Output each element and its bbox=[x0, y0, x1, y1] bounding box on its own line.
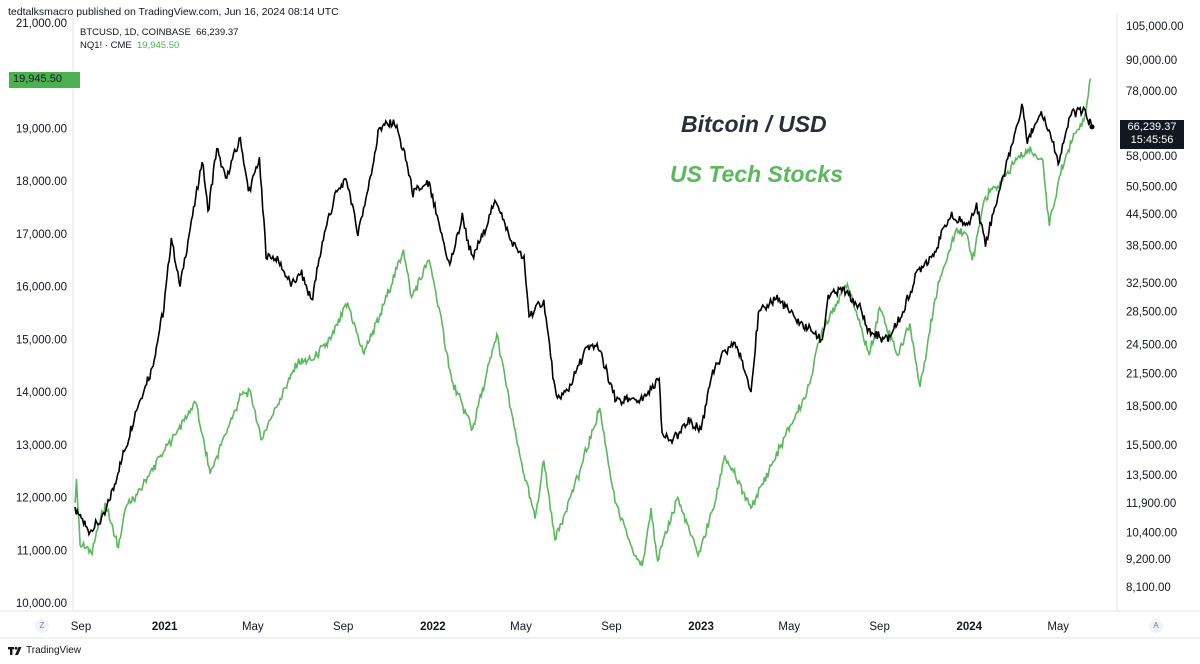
time-tick-label: Sep bbox=[71, 621, 91, 633]
left-tick-label: 19,000.00 bbox=[16, 123, 67, 135]
nq-series-line bbox=[74, 78, 1092, 567]
right-tick-label: 24,500.00 bbox=[1126, 340, 1177, 352]
legend-nq[interactable]: NQ1! · CME 19,945.50 bbox=[80, 40, 179, 51]
legend-nq-value: 19,945.50 bbox=[137, 40, 180, 51]
time-tick-label: May bbox=[778, 621, 800, 633]
auto-scale-left-button[interactable]: Z bbox=[35, 619, 49, 633]
time-tick-label: Sep bbox=[333, 621, 353, 633]
right-tick-label: 18,500.00 bbox=[1126, 401, 1177, 413]
left-tick-label: 14,000.00 bbox=[16, 387, 67, 399]
time-tick-label: 2022 bbox=[420, 621, 446, 633]
left-tick-label: 10,000.00 bbox=[16, 598, 67, 610]
time-tick-label: 2021 bbox=[152, 621, 178, 633]
right-tick-label: 9,200.00 bbox=[1126, 554, 1171, 566]
tradingview-logo-icon bbox=[8, 646, 22, 655]
footer-brand[interactable]: TradingView bbox=[8, 645, 81, 656]
right-tick-label: 11,900.00 bbox=[1126, 498, 1176, 510]
left-tick-label: 17,000.00 bbox=[16, 229, 67, 241]
time-tick-label: 2024 bbox=[956, 621, 982, 633]
time-tick-label: May bbox=[242, 621, 264, 633]
right-tick-label: 50,500.00 bbox=[1126, 181, 1177, 193]
btc-last-point bbox=[1089, 124, 1095, 130]
right-tick-label: 105,000.00 bbox=[1126, 21, 1184, 33]
btc-badge-value: 66,239.37 bbox=[1127, 121, 1177, 133]
right-tick-label: 32,500.00 bbox=[1126, 278, 1177, 290]
right-tick-label: 28,500.00 bbox=[1126, 307, 1177, 319]
right-tick-label: 21,500.00 bbox=[1126, 368, 1177, 380]
right-tick-label: 78,000.00 bbox=[1126, 86, 1177, 98]
time-tick-label: Sep bbox=[869, 621, 889, 633]
btc-series-line bbox=[74, 103, 1093, 537]
footer-brand-label: TradingView bbox=[26, 645, 82, 656]
right-tick-label: 13,500.00 bbox=[1126, 470, 1177, 482]
right-tick-label: 58,000.00 bbox=[1126, 151, 1177, 163]
legend-btc-label: BTCUSD, 1D, COINBASE bbox=[80, 27, 191, 38]
left-tick-label: 21,000.00 bbox=[16, 18, 67, 30]
left-tick-label: 12,000.00 bbox=[16, 493, 67, 505]
publish-header: tedtalksmacro published on TradingView.c… bbox=[8, 6, 339, 18]
left-tick-label: 18,000.00 bbox=[16, 176, 67, 188]
auto-scale-right-button[interactable]: A bbox=[1149, 619, 1163, 633]
left-tick-label: 13,000.00 bbox=[16, 440, 67, 452]
left-price-axis[interactable]: 21,000.00 19,000.00 18,000.00 17,000.00 16,0… bbox=[16, 18, 67, 610]
legend-btc-value: 66,239.37 bbox=[196, 27, 239, 38]
right-tick-label: 44,500.00 bbox=[1126, 209, 1177, 221]
right-tick-label: 38,500.00 bbox=[1126, 241, 1177, 253]
time-tick-label: May bbox=[1047, 621, 1069, 633]
right-tick-label: 10,400.00 bbox=[1126, 527, 1177, 539]
left-tick-label: 11,000.00 bbox=[17, 545, 67, 557]
time-tick-label: Sep bbox=[601, 621, 621, 633]
left-tick-label: 16,000.00 bbox=[16, 282, 67, 294]
legend-btc[interactable]: BTCUSD, 1D, COINBASE 66,239.37 bbox=[80, 27, 238, 38]
time-tick-label: 2023 bbox=[688, 621, 714, 633]
right-tick-label: 15,500.00 bbox=[1126, 440, 1177, 452]
legend-nq-label: NQ1! · CME bbox=[80, 40, 132, 51]
time-tick-label: May bbox=[510, 621, 532, 633]
nq-price-badge: 19,945.50 bbox=[9, 72, 80, 88]
right-price-axis[interactable]: 105,000.00 90,000.00 78,000.00 58,000.00 50,… bbox=[1126, 21, 1184, 594]
btc-price-badge: 66,239.37 15:45:56 bbox=[1120, 120, 1184, 149]
right-tick-label: 90,000.00 bbox=[1126, 55, 1177, 67]
left-tick-label: 15,000.00 bbox=[16, 334, 67, 346]
annotation-bitcoin: Bitcoin / USD bbox=[681, 111, 827, 137]
right-tick-label: 8,100.00 bbox=[1126, 582, 1171, 594]
btc-badge-countdown: 15:45:56 bbox=[1130, 134, 1174, 146]
annotation-tech-stocks: US Tech Stocks bbox=[670, 161, 843, 187]
time-axis[interactable]: Sep 2021 May Sep 2022 May Sep 2023 May Sep 2024 May bbox=[71, 621, 1070, 633]
